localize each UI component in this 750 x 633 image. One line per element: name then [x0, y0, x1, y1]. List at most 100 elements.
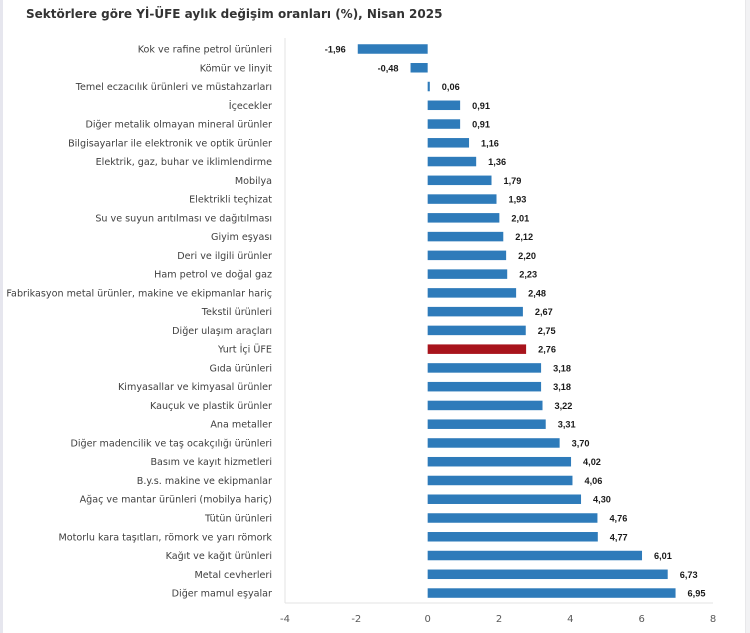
value-label: 2,48 — [528, 288, 546, 298]
category-label: Kauçuk ve plastik ürünler — [150, 401, 272, 412]
category-label: Ağaç ve mantar ürünleri (mobilya hariç) — [80, 494, 272, 506]
chart-title: Sektörlere göre Yİ-ÜFE aylık değişim ora… — [26, 7, 443, 21]
bar — [427, 213, 500, 223]
bar-highlighted — [427, 344, 527, 354]
x-tick-label: 6 — [638, 614, 644, 625]
category-label: Deri ve ilgili ürünler — [177, 251, 272, 262]
category-label: Ham petrol ve doğal gaz — [154, 269, 272, 281]
category-label: Ana metaller — [210, 420, 272, 431]
bar — [427, 231, 504, 242]
category-labels-group: Kok ve rafine petrol ürünleri Kömür ve li… — [6, 45, 272, 600]
value-label: 6,95 — [688, 589, 706, 599]
category-label: Su ve suyun arıtılması ve dağıtılması — [95, 212, 272, 224]
category-label: Basım ve kayıt hizmetleri — [150, 457, 272, 468]
value-label: 4,30 — [593, 495, 611, 505]
bar — [427, 269, 508, 279]
value-label: 6,01 — [654, 551, 672, 561]
x-tick-label: -4 — [280, 614, 290, 625]
bar — [427, 81, 430, 92]
bar — [427, 381, 542, 392]
bar — [357, 44, 428, 54]
bar — [427, 588, 676, 598]
value-label: -0,48 — [378, 63, 399, 73]
scrollbar-track[interactable] — [745, 0, 750, 633]
category-label: Kağıt ve kağıt ürünleri — [166, 550, 272, 562]
category-label: Motorlu kara taşıtları, römork ve yarı r… — [58, 532, 272, 543]
bar — [427, 419, 546, 429]
x-tick-label: 0 — [424, 614, 430, 625]
bar — [427, 325, 526, 336]
category-label: Diğer metalik olmayan mineral ürünler — [85, 119, 272, 131]
category-label: Metal cevherleri — [195, 570, 273, 581]
value-label: 3,18 — [553, 363, 571, 373]
x-tick-labels-group: -4 -2 0 2 4 6 8 — [280, 614, 716, 625]
value-label: 2,75 — [538, 326, 556, 336]
bar — [427, 288, 517, 298]
category-label: Gıda ürünleri — [210, 363, 272, 374]
category-label: Temel eczacılık ürünleri ve müstahzarlar… — [75, 82, 272, 93]
axes — [284, 38, 713, 604]
category-label: Diğer madencilik ve taş ocakçılığı ürünl… — [70, 437, 272, 449]
category-label: İçecekler — [229, 99, 272, 112]
value-labels-group: -1,96 -0,48 0,06 0,91 0,91 1,16 1,36 1,79 1,93 2,… — [325, 45, 706, 599]
bar — [427, 250, 507, 261]
value-label: 1,16 — [481, 138, 499, 148]
category-label: Diğer ulaşım araçları — [172, 325, 272, 337]
category-label: Mobilya — [235, 176, 272, 187]
bar — [427, 156, 477, 167]
category-label: Tekstil ürünleri — [201, 307, 272, 318]
bars-group — [357, 44, 676, 598]
value-label: 4,06 — [584, 476, 602, 486]
bar — [427, 532, 598, 542]
value-label: 6,73 — [680, 570, 698, 580]
value-label: 0,91 — [472, 101, 490, 111]
category-label: Elektrikli teçhizat — [189, 195, 272, 206]
bar — [427, 456, 572, 467]
value-label: 2,76 — [538, 345, 556, 355]
bar — [427, 175, 492, 186]
category-label: Bilgisayarlar ile elektronik ve optik ür… — [68, 138, 272, 149]
category-label: Yurt İçi ÜFE — [217, 343, 272, 356]
bar — [427, 475, 573, 486]
value-label: 2,12 — [515, 232, 533, 242]
value-label: 2,01 — [511, 213, 529, 223]
bar — [427, 400, 543, 411]
bar — [410, 63, 428, 73]
category-label: Fabrikasyon metal ürünler, makine ve eki… — [6, 288, 272, 299]
bar — [427, 513, 598, 523]
bar — [427, 100, 461, 111]
category-label: Tütün ürünleri — [204, 514, 272, 525]
bar — [427, 569, 668, 580]
bar — [427, 494, 582, 504]
category-label: Kömür ve linyit — [200, 63, 272, 74]
value-label: 3,70 — [572, 438, 590, 448]
value-label: 4,76 — [609, 514, 627, 524]
bar — [427, 194, 497, 204]
bar — [427, 550, 643, 561]
x-tick-label: 4 — [567, 614, 573, 625]
window-left-border — [0, 0, 3, 633]
value-label: -1,96 — [325, 45, 346, 55]
value-label: 2,67 — [535, 307, 553, 317]
value-label: 1,93 — [509, 195, 527, 205]
value-label: 0,91 — [472, 120, 490, 130]
value-label: 3,31 — [558, 420, 576, 430]
category-label: Diğer mamul eşyalar — [172, 588, 272, 600]
category-label: Giyim eşyası — [211, 232, 272, 243]
value-label: 0,06 — [442, 82, 460, 92]
bar — [427, 119, 461, 129]
category-label: Kimyasallar ve kimyasal ürünler — [118, 382, 272, 393]
value-label: 4,02 — [583, 457, 601, 467]
category-label: B.y.s. makine ve ekipmanlar — [137, 476, 272, 487]
bar — [427, 363, 542, 373]
value-label: 1,79 — [504, 176, 522, 186]
x-tick-label: -2 — [351, 614, 361, 625]
value-label: 4,77 — [610, 532, 628, 542]
value-label: 2,20 — [518, 251, 536, 261]
x-tick-label: 8 — [710, 614, 716, 625]
category-label: Kok ve rafine petrol ürünleri — [138, 45, 272, 56]
value-label: 2,23 — [519, 270, 537, 280]
bar — [427, 306, 523, 317]
value-label: 3,18 — [553, 382, 571, 392]
